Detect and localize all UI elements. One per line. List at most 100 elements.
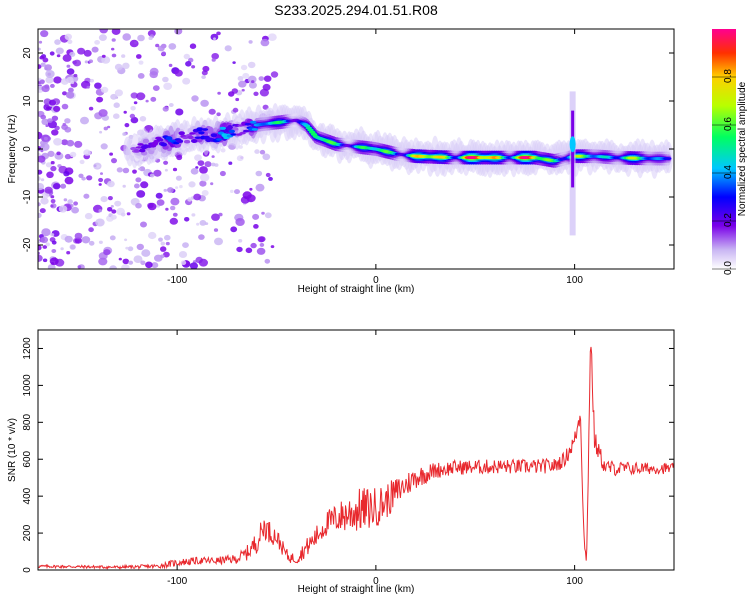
colorbar-tick-label: 0.0 (723, 261, 734, 275)
spectrogram-noise-blob (154, 254, 163, 262)
spectrogram-noise-blob (101, 54, 106, 58)
spectrogram-noise-blob (149, 71, 158, 79)
spectrogram-noise-blob (78, 173, 84, 178)
spectrogram-ridge-cell (142, 138, 150, 144)
spectrogram-noise-blob (174, 29, 183, 35)
spectrogram-noise-blob (136, 92, 146, 101)
spectrogram-noise-blob (111, 38, 116, 42)
spectrogram-noise-blob (114, 63, 123, 71)
snr-y-tick-label: 400 (22, 487, 33, 504)
spectrogram-noise-blob (211, 162, 216, 167)
spectrogram-noise-blob (45, 124, 49, 127)
spectrogram-noise-blob (216, 112, 221, 117)
spectrogram-noise-blob (74, 232, 83, 240)
spectrogram-noise-blob (125, 246, 129, 250)
spectrogram-noise-blob (251, 80, 255, 84)
spectrogram-noise-blob (77, 265, 82, 269)
spectrogram-noise-blob (55, 47, 64, 55)
spectrogram-noise-blob (109, 265, 117, 269)
spectrogram-noise-blob (149, 173, 155, 178)
spectrogram-noise-blob (163, 251, 170, 258)
spectrogram-noise-blob (107, 196, 113, 201)
spectrogram-noise-blob (174, 69, 183, 77)
spectrogram-noise-blob (197, 160, 205, 167)
spectrogram-noise-blob (49, 99, 57, 106)
spectrogram-ridge-cell (194, 136, 201, 139)
spectrogram-noise-blob (253, 91, 259, 97)
spectrogram-noise-blob (191, 213, 196, 217)
spectrogram-noise-blob (157, 45, 165, 52)
spectrogram-noise-blob (122, 132, 127, 136)
spectrogram-noise-blob (183, 53, 190, 60)
spectrogram-noise-blob (40, 144, 45, 148)
colorbar-tick-label: 0.2 (723, 213, 734, 227)
spectrogram-noise-blob (41, 118, 49, 126)
spectrogram-noise-blob (46, 171, 54, 179)
spectrogram-noise-blob (84, 60, 89, 64)
spectrogram-noise-blob (60, 247, 64, 251)
spectrogram-noise-blob (66, 64, 71, 68)
spectrogram-noise-blob (38, 202, 41, 207)
snr-y-tick-label: 1200 (22, 337, 33, 360)
spectrogram-noise-blob (140, 260, 146, 266)
spectrogram-noise-blob (69, 244, 76, 250)
spectrogram-noise-blob (200, 99, 209, 107)
spectrogram-noise-blob (249, 187, 253, 191)
spectrogram-noise-blob (116, 167, 123, 173)
spectrogram-noise-blob (113, 102, 120, 108)
spectrogram-ridge-cell (244, 122, 252, 126)
spectrogram-noise-blob (208, 108, 216, 115)
spectrogram-noise-blob (237, 76, 244, 81)
spectrogram-noise-blob (42, 57, 49, 63)
spectrogram-ridge-cell (250, 120, 257, 124)
spectrogram-noise-blob (38, 254, 43, 262)
spectrogram-noise-blob (86, 85, 90, 89)
snr-y-tick-label: 1000 (22, 374, 33, 397)
spectrogram-noise-blob (255, 183, 265, 192)
spectrogram-noise-blob (124, 123, 130, 128)
spectrogram-noise-blob (53, 76, 62, 84)
spectrogram-noise-blob (196, 222, 200, 226)
spectrogram-noise-blob (80, 116, 89, 125)
colorbar-tick-label: 0.8 (723, 69, 734, 83)
spectrogram-ridge-cell (239, 131, 246, 135)
spectrogram-noise-blob (98, 209, 102, 213)
spectrogram-noise-blob (50, 204, 54, 208)
spectrogram-noise-blob (252, 213, 260, 220)
spectrogram-ridge-cell (157, 138, 164, 142)
spectrogram-noise-blob (230, 226, 238, 233)
spectrogram-noise-blob (184, 217, 190, 222)
spectrogram-y-tick-label: 10 (22, 95, 33, 107)
spectrogram-noise-blob (100, 196, 108, 203)
spectrogram-ridge-cell (176, 139, 184, 143)
spectrogram-noise-blob (67, 204, 72, 209)
spectrogram-noise-blob (38, 176, 41, 181)
spectrogram-noise-blob (47, 264, 56, 269)
spectrogram-noise-blob (49, 257, 59, 266)
spectrogram-noise-blob (111, 29, 121, 35)
spectrogram-noise-blob (100, 143, 108, 150)
spectrogram-noise-blob (165, 241, 170, 246)
spectrogram-noise-blob (176, 154, 183, 161)
spectrogram-noise-blob (46, 106, 50, 110)
spectrogram-noise-blob (38, 155, 46, 163)
spectrogram-noise-blob (114, 200, 122, 207)
spectrogram-noise-blob (236, 155, 244, 162)
spectrogram-noise-blob (255, 170, 263, 177)
spectrogram-noise-blob (156, 199, 165, 206)
spectrogram-noise-blob (161, 51, 166, 56)
spectrogram-noise-blob (201, 190, 209, 196)
spectrogram-noise-blob (259, 149, 266, 155)
snr-y-tick-label: 200 (22, 524, 33, 541)
spectrogram-noise-blob (168, 103, 174, 107)
spectrogram-noise-blob (50, 161, 55, 165)
spectrogram-noise-blob (234, 189, 240, 195)
spectrogram-noise-blob (122, 184, 126, 188)
spectrogram-ridge-cell (207, 126, 214, 134)
spectrogram-noise-blob (113, 113, 120, 119)
spectrogram-noise-blob (246, 194, 256, 203)
spectrogram-noise-blob (107, 180, 115, 188)
spectrogram-ridge-cell (210, 133, 218, 138)
spectrogram-noise-blob (47, 150, 55, 157)
